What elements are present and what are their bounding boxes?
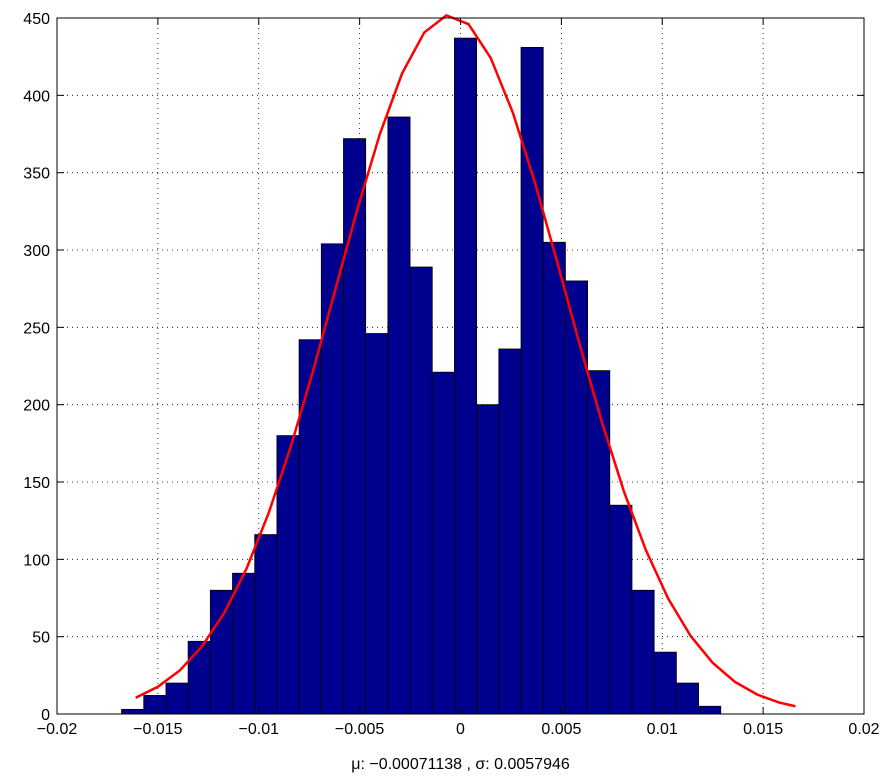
- histogram-bar: [631, 589, 655, 715]
- x-tick-label: 0.015: [743, 721, 783, 738]
- y-tick-label: 200: [23, 398, 50, 415]
- x-tick-label: −0.015: [133, 721, 182, 738]
- x-tick-label: −0.01: [239, 721, 280, 738]
- histogram-bar: [387, 116, 411, 715]
- x-tick-labels: −0.02 −0.015 −0.01 −0.005 0 0.005 0.01 0.015 0.0…: [37, 721, 880, 738]
- y-tick-label: 350: [23, 166, 50, 183]
- x-tick-label: −0.02: [37, 721, 78, 738]
- x-tick-label: −0.005: [335, 721, 384, 738]
- histogram-bar: [587, 370, 611, 715]
- x-tick-label: 0: [456, 721, 465, 738]
- histogram-bar: [365, 333, 389, 715]
- histogram-bar: [675, 682, 699, 715]
- histogram-bars: [121, 37, 722, 715]
- histogram-bar: [232, 572, 256, 715]
- x-tick-label: 0.005: [541, 721, 581, 738]
- histogram-bar: [698, 705, 722, 715]
- histogram-bar: [653, 651, 677, 715]
- y-tick-label: 450: [23, 11, 50, 28]
- histogram-bar: [542, 241, 566, 715]
- histogram-bar: [565, 280, 589, 715]
- y-tick-label: 50: [32, 630, 50, 647]
- x-tick-label: 0.01: [647, 721, 678, 738]
- y-tick-label: 100: [23, 552, 50, 569]
- x-tick-label: 0.02: [848, 721, 879, 738]
- histogram-bar: [454, 37, 478, 715]
- y-tick-label: 0: [41, 707, 50, 724]
- y-tick-label: 400: [23, 88, 50, 105]
- histogram-bar: [320, 243, 344, 715]
- histogram-bar: [254, 534, 278, 715]
- x-axis-label: μ: −0.00071138 , σ: 0.0057946: [351, 756, 570, 773]
- histogram-bar: [121, 708, 145, 715]
- y-tick-labels: 0 50 100 150 200 250 300 350 400 450: [23, 11, 50, 724]
- histogram-bar: [498, 348, 522, 715]
- histogram-bar: [187, 640, 211, 715]
- histogram-bar: [343, 138, 367, 715]
- y-tick-label: 250: [23, 320, 50, 337]
- y-tick-label: 300: [23, 243, 50, 260]
- histogram-bar: [143, 695, 167, 715]
- histogram-bar: [298, 339, 322, 715]
- histogram-bar: [431, 371, 455, 715]
- histogram-bar: [209, 589, 233, 715]
- normal-fit-curve: [135, 13, 796, 708]
- y-tick-label: 150: [23, 475, 50, 492]
- histogram-bar: [476, 404, 500, 715]
- histogram-bar: [409, 266, 433, 715]
- histogram-bar: [165, 682, 189, 715]
- histogram-bar: [609, 504, 633, 715]
- axis-ticks: [56, 17, 865, 715]
